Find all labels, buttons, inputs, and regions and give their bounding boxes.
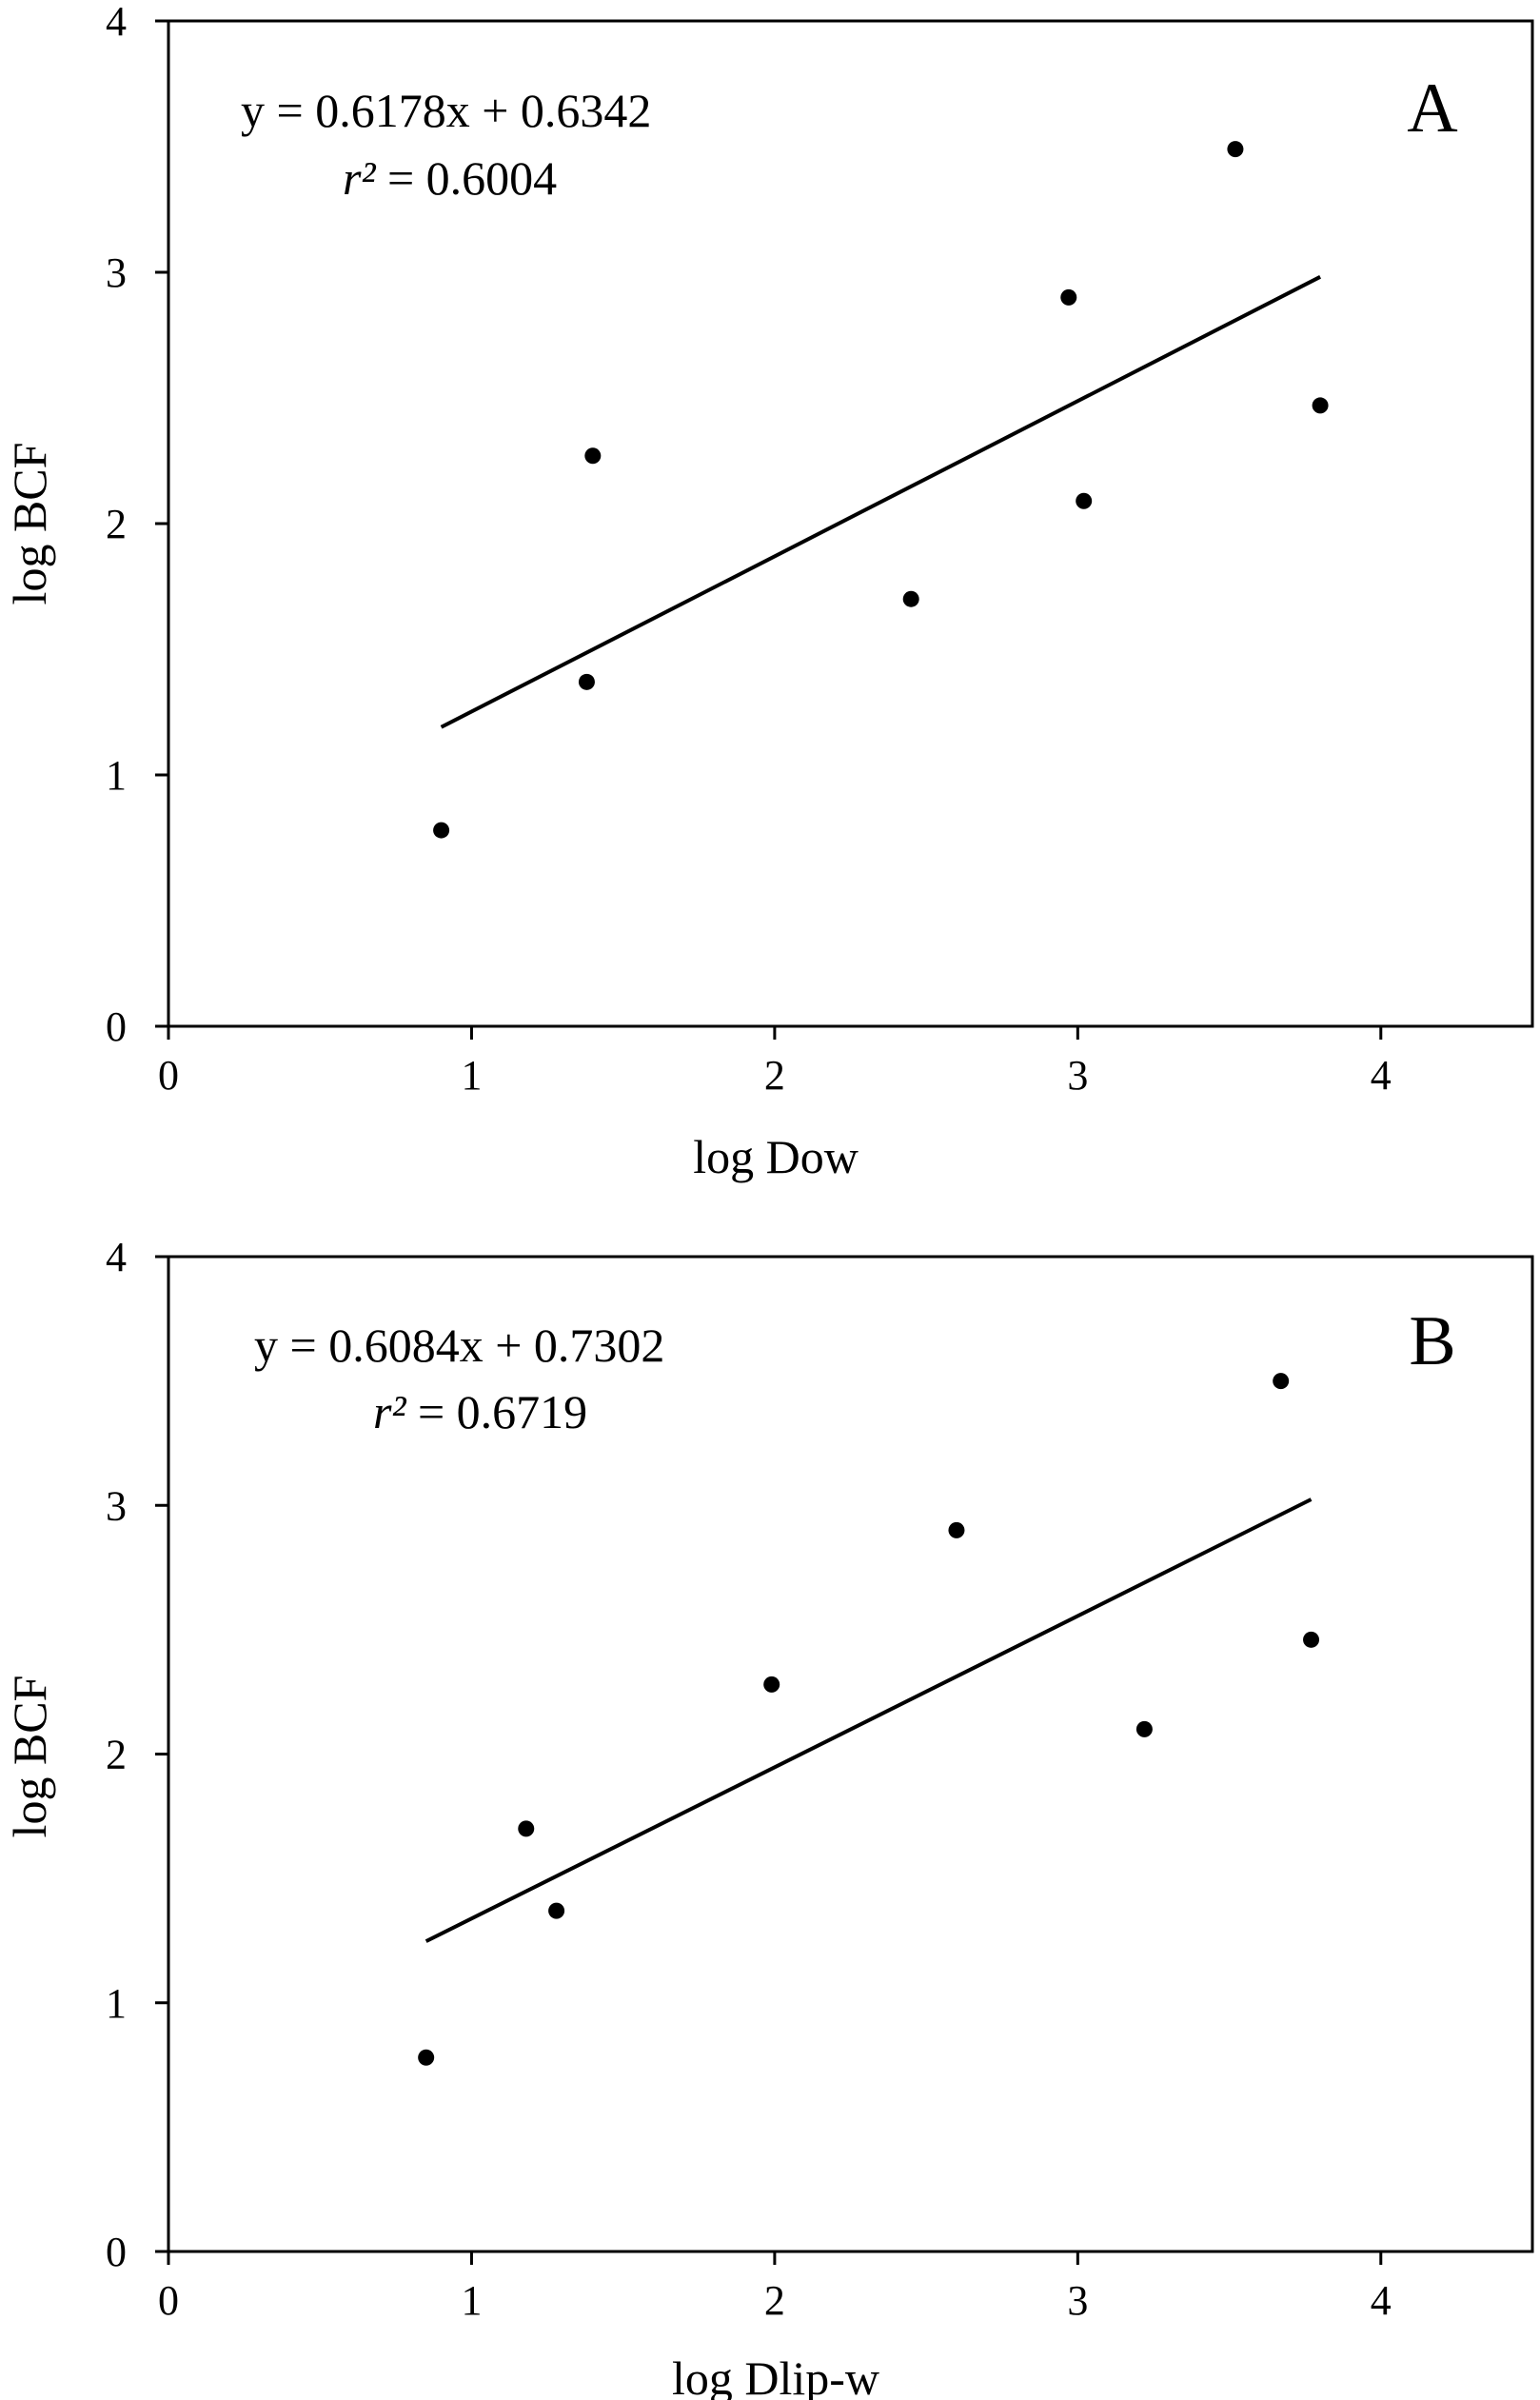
x-tick-label: 4 (1371, 1052, 1392, 1099)
regression-equation: y = 0.6084x + 0.7302 (254, 1319, 664, 1372)
x-tick-label: 1 (461, 1052, 482, 1099)
x-tick-label: 4 (1371, 2277, 1392, 2324)
x-axis-label: log Dow (693, 1130, 859, 1183)
data-point (1076, 492, 1093, 509)
x-tick-label: 3 (1067, 1052, 1088, 1099)
y-tick-label: 2 (106, 1732, 127, 1778)
y-tick-label: 0 (106, 2229, 127, 2275)
data-point (1312, 397, 1329, 414)
y-tick-label: 2 (106, 501, 127, 547)
data-point (1273, 1373, 1290, 1390)
data-point (948, 1521, 965, 1538)
y-tick-label: 4 (106, 1234, 127, 1280)
r-squared-value: = 0.6004 (375, 151, 557, 205)
data-point (1135, 1720, 1153, 1737)
panel-label: A (1407, 69, 1457, 148)
x-tick-label: 0 (158, 2277, 179, 2324)
y-axis-label: log BCF (3, 1676, 56, 1838)
r-squared-label: r² = 0.6004 (343, 151, 557, 205)
y-tick-label: 1 (106, 752, 127, 799)
data-point (763, 1676, 780, 1693)
chart-panel-b: 0 1 2 3 4 0 1 2 3 4 y = 0.6084x + 0.7302 r² = 0.671… (3, 1234, 1534, 2400)
r-squared-symbol: r² (343, 151, 376, 205)
y-tick-label: 0 (106, 1003, 127, 1050)
x-tick-label: 0 (158, 1052, 179, 1099)
x-tick-label: 1 (461, 2277, 482, 2324)
r-squared-value: = 0.6719 (405, 1385, 587, 1438)
trendline (440, 275, 1322, 729)
data-point (418, 2049, 435, 2066)
r-squared-label: r² = 0.6719 (373, 1385, 587, 1438)
data-point (1227, 141, 1244, 158)
x-tick-label: 3 (1067, 2277, 1088, 2324)
y-tick-label: 3 (106, 1482, 127, 1529)
regression-equation: y = 0.6178x + 0.6342 (241, 84, 651, 137)
y-axis-label: log BCF (3, 443, 56, 605)
trendline (424, 1498, 1313, 1943)
data-point (548, 1902, 565, 1919)
y-tick-label: 1 (106, 1980, 127, 2027)
panel-label: B (1409, 1302, 1455, 1380)
data-point (1303, 1631, 1320, 1648)
y-tick-label: 3 (106, 249, 127, 296)
data-point (584, 447, 602, 465)
data-point (902, 590, 919, 607)
x-axis-label: log Dlip-w (672, 2351, 879, 2400)
data-point (433, 822, 450, 839)
data-point (1060, 288, 1077, 306)
data-point (578, 673, 595, 690)
x-tick-label: 2 (764, 2277, 785, 2324)
r-squared-symbol: r² (373, 1385, 406, 1438)
x-tick-label: 2 (764, 1052, 785, 1099)
data-point (518, 1820, 535, 1837)
chart-panel-a: 0 1 2 3 4 0 1 2 3 4 y = 0.6178x + 0.6342 r² = 0.600… (3, 0, 1534, 1183)
y-tick-label: 4 (106, 0, 127, 45)
